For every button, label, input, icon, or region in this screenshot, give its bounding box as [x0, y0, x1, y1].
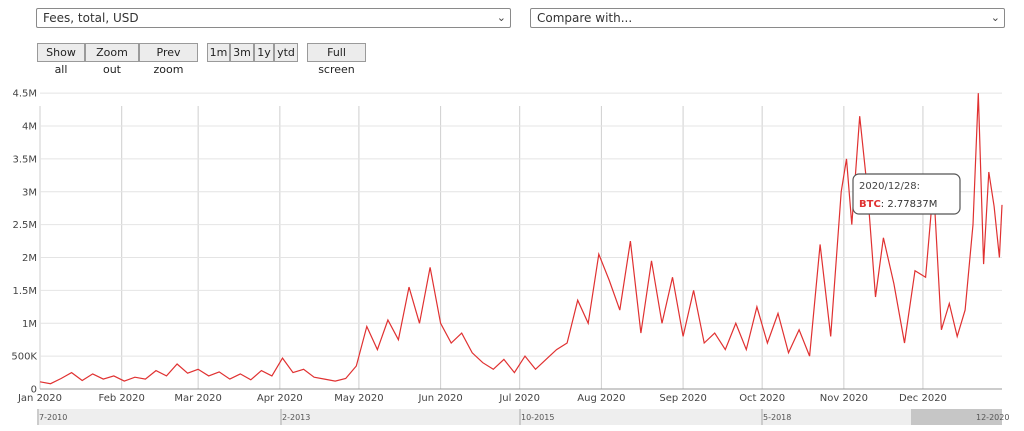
- horizontal-gridlines: [40, 92, 1002, 390]
- range-1m-button[interactable]: 1m: [207, 43, 230, 62]
- y-tick-label: 3M: [22, 187, 37, 198]
- tooltip-box: [852, 173, 961, 215]
- range-navigator[interactable]: 7-2010 2-2013 10-2015 5-2018 12-2020: [37, 409, 1009, 425]
- x-tick-label: Jun 2020: [417, 393, 462, 404]
- y-tick-label: 3.5M: [12, 154, 37, 165]
- range-1y-button[interactable]: 1y: [254, 43, 274, 62]
- y-tick-label: 2M: [22, 253, 37, 264]
- x-tick-label: Dec 2020: [899, 393, 947, 404]
- tooltip-value: : 2.77837M: [881, 199, 938, 210]
- navigator-label: 5-2018: [763, 413, 791, 422]
- show-all-button[interactable]: Show all: [37, 43, 85, 76]
- vertical-gridlines: [39, 106, 924, 389]
- navigator-label: 12-2020: [976, 413, 1009, 422]
- y-tick-label: 4.5M: [12, 89, 37, 100]
- series-line-btc: [39, 93, 1003, 385]
- chevron-down-icon: ⌄: [496, 11, 506, 24]
- x-tick-label: Feb 2020: [99, 393, 145, 404]
- range-ytd-button[interactable]: ytd: [274, 43, 298, 62]
- range-3m-button[interactable]: 3m: [230, 43, 254, 62]
- x-tick-label: Apr 2020: [257, 393, 303, 404]
- y-tick-label: 1.5M: [12, 286, 37, 297]
- prev-zoom-button[interactable]: Prev zoom: [139, 43, 198, 76]
- compare-select-value: Compare with...: [537, 11, 633, 25]
- metric-select[interactable]: Fees, total, USD ⌄: [36, 8, 511, 28]
- metric-select-value: Fees, total, USD: [43, 11, 139, 25]
- y-tick-label: 0: [31, 385, 37, 396]
- tooltip-series: BTC: [859, 199, 881, 210]
- navigator-label: 2-2013: [282, 413, 310, 422]
- y-tick-label: 4M: [22, 122, 37, 133]
- x-tick-label: Mar 2020: [174, 393, 222, 404]
- x-tick-label: Jan 2020: [17, 393, 62, 404]
- navigator-labels: 7-2010 2-2013 10-2015 5-2018 12-2020: [37, 409, 1009, 425]
- tooltip-value-line: BTC: 2.77837M: [859, 199, 937, 210]
- chevron-down-icon: ⌄: [990, 11, 1000, 24]
- full-screen-button[interactable]: Full screen: [307, 43, 366, 76]
- x-tick-label: May 2020: [334, 393, 383, 404]
- y-axis-ticks: 0 500K 1M 1.5M 2M 2.5M 3M 3.5M 4M 4.5M: [11, 89, 37, 396]
- navigator-label: 7-2010: [39, 413, 67, 422]
- x-tick-label: Sep 2020: [659, 393, 706, 404]
- x-axis-ticks: Jan 2020 Feb 2020 Mar 2020 Apr 2020 May 2020…: [17, 393, 947, 404]
- data-tooltip: 2020/12/28: BTC: 2.77837M: [852, 173, 961, 215]
- zoom-out-button[interactable]: Zoom out: [85, 43, 139, 76]
- navigator-selected-range: [911, 409, 1002, 425]
- y-tick-label: 500K: [11, 352, 37, 363]
- tooltip-date: 2020/12/28:: [859, 181, 920, 192]
- x-tick-label: Oct 2020: [739, 393, 785, 404]
- y-tick-label: 2.5M: [12, 220, 37, 231]
- x-tick-label: Jul 2020: [498, 393, 540, 404]
- x-tick-label: Nov 2020: [820, 393, 868, 404]
- x-tick-label: Aug 2020: [577, 393, 625, 404]
- navigator-label: 10-2015: [521, 413, 554, 422]
- y-tick-label: 1M: [22, 319, 37, 330]
- compare-select[interactable]: Compare with... ⌄: [530, 8, 1005, 28]
